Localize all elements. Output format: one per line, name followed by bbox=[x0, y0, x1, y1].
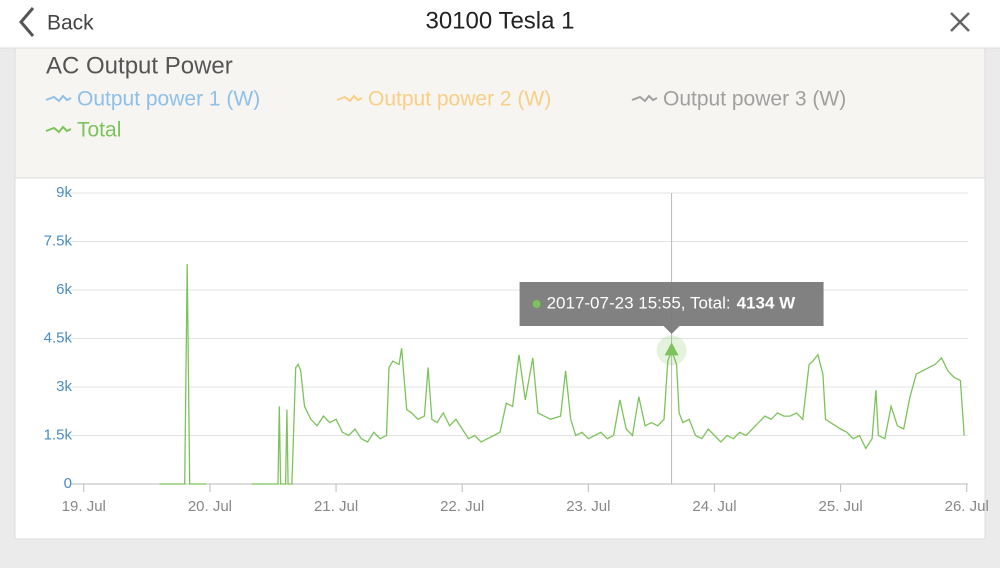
y-tick-label: 6k bbox=[56, 281, 72, 298]
y-tick-label: 3k bbox=[56, 378, 72, 395]
tooltip-dot bbox=[532, 300, 541, 308]
tooltip-value: 4134 W bbox=[737, 293, 797, 312]
legend-icon bbox=[45, 125, 72, 134]
legend-icon bbox=[336, 94, 363, 103]
y-tick-label: 4.5k bbox=[44, 329, 73, 346]
chart-panel bbox=[14, 177, 986, 540]
x-tick-label: 26. Jul bbox=[945, 498, 989, 515]
y-tick-label: 9k bbox=[56, 184, 72, 201]
chart-title: AC Output Power bbox=[46, 52, 233, 79]
page-title: 30100 Tesla 1 bbox=[425, 7, 574, 34]
x-tick-label: 21. Jul bbox=[314, 498, 358, 515]
y-tick-label: 1.5k bbox=[44, 426, 73, 443]
total-line bbox=[159, 264, 965, 485]
x-tick-label: 22. Jul bbox=[440, 498, 484, 515]
tooltip-box bbox=[519, 282, 824, 334]
legend-label[interactable]: Total bbox=[77, 119, 121, 142]
header-bar bbox=[0, 0, 1000, 48]
x-tick-label: 20. Jul bbox=[188, 498, 232, 515]
y-tick-label: 0 bbox=[64, 475, 72, 492]
tooltip-text: 2017-07-23 15:55, Total: bbox=[547, 293, 731, 312]
legend-label[interactable]: Output power 1 (W) bbox=[77, 88, 260, 111]
legend-label[interactable]: Output power 3 (W) bbox=[663, 88, 846, 111]
back-button[interactable]: Back bbox=[47, 12, 94, 35]
x-tick-label: 19. Jul bbox=[62, 498, 106, 515]
close-button[interactable] bbox=[950, 12, 970, 32]
legend-icon bbox=[631, 94, 658, 103]
x-tick-label: 23. Jul bbox=[566, 498, 610, 515]
x-tick-label: 24. Jul bbox=[692, 498, 736, 515]
legend-label[interactable]: Output power 2 (W) bbox=[368, 88, 551, 111]
legend-icon bbox=[45, 94, 72, 103]
hover-marker bbox=[664, 342, 679, 356]
back-icon[interactable] bbox=[19, 7, 35, 37]
y-tick-label: 7.5k bbox=[44, 232, 73, 249]
x-tick-label: 25. Jul bbox=[819, 498, 863, 515]
